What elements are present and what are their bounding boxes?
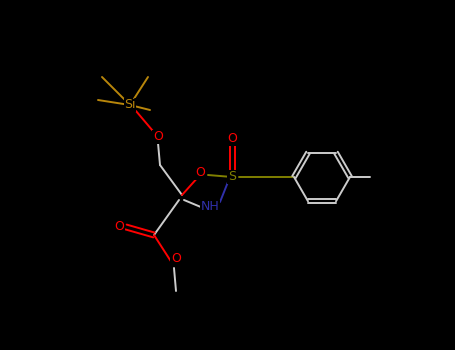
Text: S: S <box>228 170 236 183</box>
Text: O: O <box>153 131 163 144</box>
Text: NH: NH <box>201 201 219 214</box>
Text: O: O <box>171 252 181 266</box>
Text: O: O <box>114 219 124 232</box>
Text: O: O <box>227 133 237 146</box>
Text: Si: Si <box>124 98 136 112</box>
Text: O: O <box>195 167 205 180</box>
